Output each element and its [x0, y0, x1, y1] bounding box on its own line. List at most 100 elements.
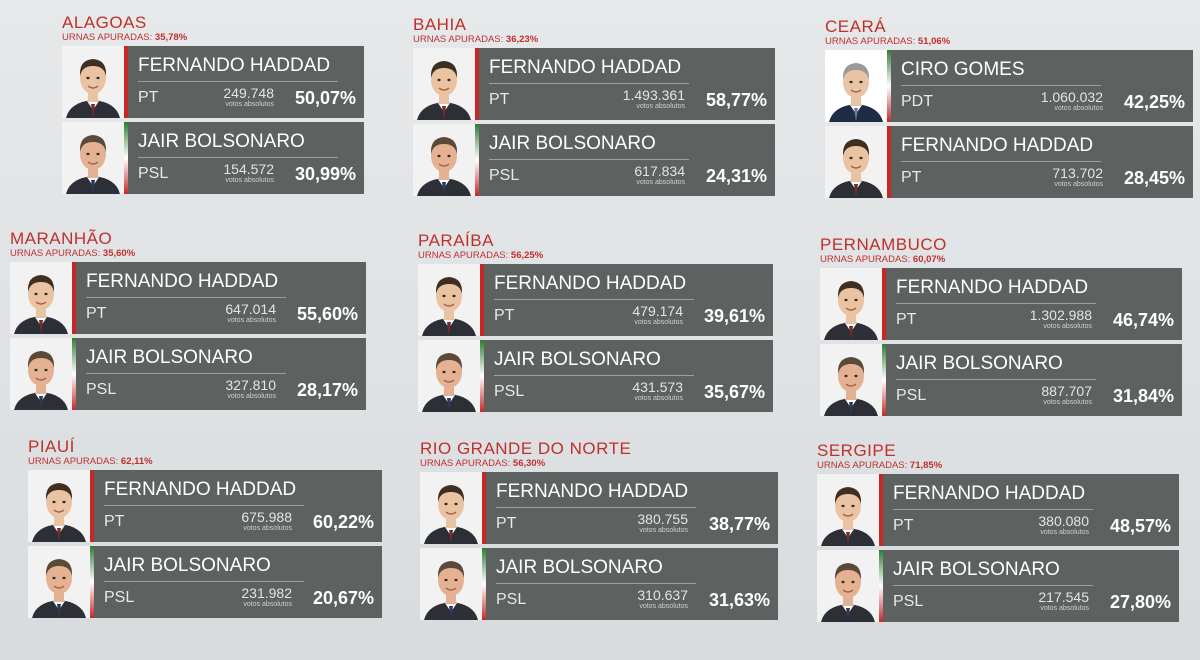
state-name: BAHIA	[413, 15, 467, 34]
vote-percent: 30,99%	[294, 164, 356, 184]
candidate-card: CIRO GOMES PDT 1.060.032 votos absolutos…	[891, 50, 1193, 122]
vote-percent: 31,63%	[708, 590, 770, 610]
state-panel-5: PERNAMBUCO URNAS APURADAS: 60,07% FERNAN…	[820, 236, 1182, 420]
party-label: PDT	[901, 93, 933, 110]
vote-count: 675.988	[241, 509, 292, 525]
candidate-card: JAIR BOLSONARO PSL 154.572 votos absolut…	[128, 122, 364, 194]
candidate-list: FERNANDO HADDAD PT 647.014 votos absolut…	[10, 262, 366, 410]
name-underline	[496, 583, 696, 584]
party-label: PSL	[896, 387, 927, 404]
vote-count: 713.702	[1052, 165, 1103, 181]
urnas-apuradas: URNAS APURADAS: 36,23%	[413, 34, 775, 45]
vote-count: 380.755	[637, 511, 688, 527]
party-label: PT	[901, 169, 922, 186]
vote-count: 647.014	[225, 301, 276, 317]
candidate-card: FERNANDO HADDAD PT 713.702 votos absolut…	[891, 126, 1193, 198]
candidate-name: CIRO GOMES	[901, 59, 1025, 80]
state-panel-2: CEARÁ URNAS APURADAS: 51,06% CIRO GOMES …	[825, 18, 1193, 202]
party-label: PT	[489, 91, 510, 108]
urnas-percent: 62,11%	[120, 456, 153, 467]
vote-count: 431.573	[632, 379, 683, 395]
candidate-row: FERNANDO HADDAD PT 1.302.988 votos absol…	[820, 268, 1182, 340]
votes-absolutos-label: votos absolutos	[225, 101, 274, 108]
party-label: PSL	[489, 167, 520, 184]
vote-percent: 24,31%	[705, 166, 767, 186]
haddad-photo	[817, 474, 879, 546]
name-underline	[489, 159, 689, 160]
candidate-name: FERNANDO HADDAD	[494, 273, 687, 294]
party-color-bar	[480, 264, 484, 336]
candidate-list: FERNANDO HADDAD PT 380.755 votos absolut…	[420, 472, 778, 620]
bolsonaro-photo	[418, 340, 480, 412]
vote-percent: 58,77%	[705, 90, 767, 110]
candidate-row: JAIR BOLSONARO PSL 231.982 votos absolut…	[28, 546, 382, 618]
party-color-bar	[124, 122, 128, 194]
haddad-photo	[825, 126, 887, 198]
urnas-apuradas: URNAS APURADAS: 35,60%	[10, 248, 366, 259]
vote-percent: 38,77%	[708, 514, 770, 534]
party-label: PSL	[104, 589, 135, 606]
candidate-name: JAIR BOLSONARO	[86, 347, 253, 368]
votes-absolutos-label: votos absolutos	[636, 179, 685, 186]
vote-count: 217.545	[1038, 589, 1089, 605]
candidate-list: FERNANDO HADDAD PT 479.174 votos absolut…	[418, 264, 773, 412]
vote-percent: 28,17%	[296, 380, 358, 400]
vote-percent: 60,22%	[312, 512, 374, 532]
candidate-card: FERNANDO HADDAD PT 249.748 votos absolut…	[128, 46, 364, 118]
vote-percent: 42,25%	[1123, 92, 1185, 112]
state-panel-0: ALAGOAS URNAS APURADAS: 35,78% FERNANDO …	[62, 14, 364, 198]
ciro-photo	[825, 50, 887, 122]
candidate-row: JAIR BOLSONARO PSL 217.545 votos absolut…	[817, 550, 1179, 622]
party-label: PT	[138, 89, 159, 106]
state-name: RIO GRANDE DO NORTE	[420, 439, 632, 458]
party-label: PSL	[494, 383, 525, 400]
candidate-row: FERNANDO HADDAD PT 647.014 votos absolut…	[10, 262, 366, 334]
candidate-card: FERNANDO HADDAD PT 380.755 votos absolut…	[486, 472, 778, 544]
candidate-card: JAIR BOLSONARO PSL 231.982 votos absolut…	[94, 546, 382, 618]
state-panel-1: BAHIA URNAS APURADAS: 36,23% FERNANDO HA…	[413, 16, 775, 200]
state-name: ALAGOAS	[62, 13, 147, 32]
party-color-bar	[482, 548, 486, 620]
party-color-bar	[72, 262, 76, 334]
votes-absolutos-label: votos absolutos	[634, 319, 683, 326]
name-underline	[496, 507, 696, 508]
name-underline	[138, 157, 338, 158]
vote-percent: 31,84%	[1112, 386, 1174, 406]
urnas-apuradas: URNAS APURADAS: 56,30%	[420, 458, 778, 469]
votes-absolutos-label: votos absolutos	[639, 527, 688, 534]
party-color-bar	[482, 472, 486, 544]
party-color-bar	[887, 50, 891, 122]
candidate-name: JAIR BOLSONARO	[104, 555, 271, 576]
state-panel-7: RIO GRANDE DO NORTE URNAS APURADAS: 56,3…	[420, 440, 778, 624]
urnas-percent: 60,07%	[912, 254, 946, 265]
haddad-photo	[418, 264, 480, 336]
vote-percent: 48,57%	[1109, 516, 1171, 536]
party-color-bar	[480, 340, 484, 412]
candidate-name: FERNANDO HADDAD	[489, 57, 682, 78]
urnas-label: URNAS APURADAS:	[62, 32, 153, 43]
candidate-card: FERNANDO HADDAD PT 1.493.361 votos absol…	[479, 48, 775, 120]
vote-percent: 46,74%	[1112, 310, 1174, 330]
party-color-bar	[882, 344, 886, 416]
candidate-card: FERNANDO HADDAD PT 380.080 votos absolut…	[883, 474, 1179, 546]
votes-absolutos-label: votos absolutos	[634, 395, 683, 402]
candidate-card: JAIR BOLSONARO PSL 431.573 votos absolut…	[484, 340, 773, 412]
state-name: CEARÁ	[825, 17, 887, 36]
state-panel-4: PARAÍBA URNAS APURADAS: 56,25% FERNANDO …	[418, 232, 773, 416]
state-name: PIAUÍ	[28, 437, 75, 456]
urnas-percent: 36,23%	[505, 34, 539, 45]
party-color-bar	[90, 546, 94, 618]
party-label: PT	[494, 307, 515, 324]
state-name: PARAÍBA	[418, 231, 494, 250]
vote-percent: 39,61%	[703, 306, 765, 326]
name-underline	[489, 83, 689, 84]
candidate-list: FERNANDO HADDAD PT 1.493.361 votos absol…	[413, 48, 775, 196]
urnas-label: URNAS APURADAS:	[820, 254, 911, 265]
party-color-bar	[882, 268, 886, 340]
candidate-name: FERNANDO HADDAD	[496, 481, 689, 502]
candidate-name: JAIR BOLSONARO	[489, 133, 656, 154]
state-name: MARANHÃO	[10, 229, 113, 248]
urnas-percent: 71,85%	[909, 460, 943, 471]
candidate-name: JAIR BOLSONARO	[896, 353, 1063, 374]
urnas-label: URNAS APURADAS:	[420, 458, 511, 469]
